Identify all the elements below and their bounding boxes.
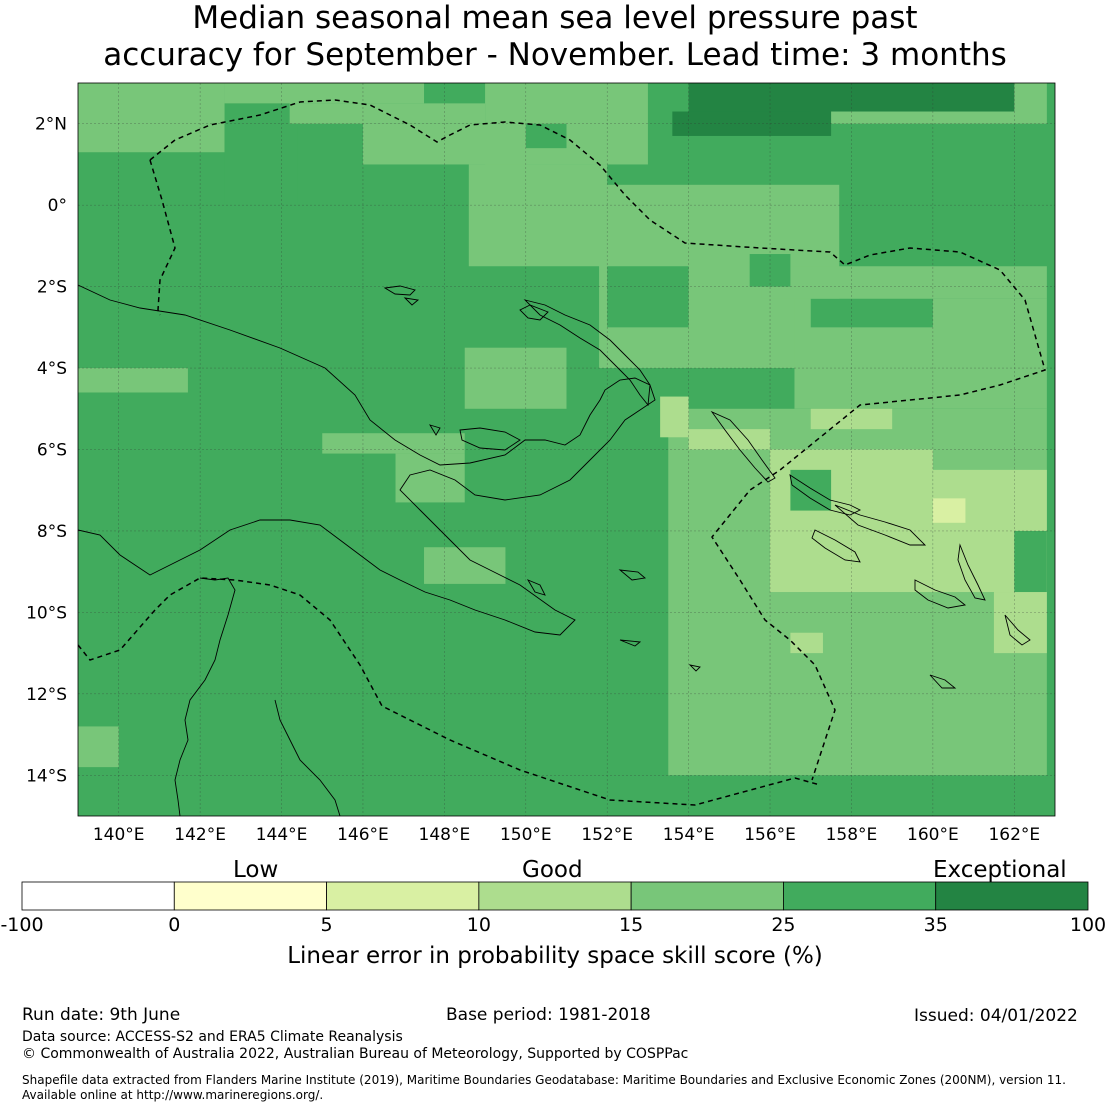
longitude-tick-label: 146°E [337,825,389,845]
eez-boundary-png-south [149,159,176,316]
latitude-tick-label: 4°S [37,359,67,379]
skill-cell-15-25 [78,726,119,768]
skill-cell-10-15 [790,632,823,654]
skill-cell-25-35 [224,123,298,206]
latitude-tick-label: 0° [48,196,67,216]
latitude-tick-label: 6°S [37,441,67,461]
skill-cell-15-25 [78,368,188,393]
skill-cell-25-35 [607,266,689,328]
map-title-line1: Median seasonal mean sea level pressure … [192,0,918,36]
solomon-islands-2 [834,504,927,546]
skill-cell-15-25 [424,547,506,584]
new-ireland-coastline [519,304,549,321]
skill-cell-10-15 [810,408,893,430]
colorbar [21,881,1089,911]
colorbar-tick-label: 35 [923,914,948,936]
skill-cell-10-15 [993,592,1047,654]
shapefile-credit-line2: Available online at http://www.marinereg… [22,1088,324,1102]
latitude-tick-label: 8°S [37,522,67,542]
map-title-line2: accuracy for September - November. Lead … [103,37,1007,73]
skill-cell-15-25 [78,83,225,153]
colorbar-tick-label: 0 [168,914,181,936]
skill-cell-15-25 [322,433,465,454]
legend-word-good: Good [522,857,583,883]
skill-cell-15-25 [761,266,1047,299]
legend-word-exceptional: Exceptional [933,857,1067,883]
data-source: Data source: ACCESS-S2 and ERA5 Climate … [22,1029,403,1045]
skill-cell-25-35 [1014,530,1047,593]
colorbar-bin [783,881,937,911]
graticule [78,83,1055,816]
longitude-tick-label: 158°E [826,825,878,845]
issued-date: Issued: 04/01/2022 [914,1006,1078,1026]
latitude-tick-label: 2°N [35,115,67,135]
longitude-tick-label: 154°E [663,825,715,845]
colorbar-tick-label: 100 [1069,914,1107,936]
shapefile-credit-line1: Shapefile data extracted from Flanders M… [22,1073,1066,1087]
map-title: Median seasonal mean sea level pressure … [0,0,1110,74]
colorbar-bin [21,881,175,911]
longitude-tick-label: 148°E [419,825,471,845]
longitude-tick-label: 156°E [744,825,796,845]
colorbar-bin [478,881,632,911]
copyright-notice: © Commonwealth of Australia 2022, Austra… [22,1046,689,1062]
new-guinea-coastline [78,284,656,636]
colorbar-bin [630,881,784,911]
bougainville-coastline [710,410,776,483]
latitude-tick-label: 10°S [26,603,67,623]
longitude-tick-label: 160°E [907,825,959,845]
latitude-tick-label: 12°S [26,685,67,705]
australia-coastline [174,577,236,816]
skill-cell-25-35 [790,469,832,511]
colorbar-tick-label: 15 [619,914,644,936]
colorbar-tick-label: 5 [320,914,333,936]
solomon-islands-1 [789,474,862,516]
longitude-tick-label: 162°E [988,825,1040,845]
solomon-islands-3 [811,529,861,563]
latitude-tick-label: 14°S [26,766,67,786]
colorbar-bin [173,881,327,911]
new-britain-coastline [523,299,651,407]
base-period: Base period: 1981-2018 [446,1005,651,1025]
skill-cell-15-25 [224,83,425,104]
legend-word-low: Low [233,857,279,883]
skill-cell-15-25 [468,164,608,267]
latitude-tick-labels: 2°N 0° 2°S 4°S 6°S 8°S 10°S 12°S 14°S [26,115,67,787]
gulf-of-carpentaria-coast [274,699,341,816]
longitude-tick-label: 150°E [500,825,552,845]
longitude-tick-label: 142°E [174,825,226,845]
colorbar-tick-label: 10 [466,914,491,936]
colorbar-bin [935,881,1089,911]
skill-cell-5-10 [932,498,966,523]
map-area [78,83,1055,816]
longitude-tick-label: 144°E [256,825,308,845]
longitude-tick-label: 140°E [93,825,145,845]
eez-boundary-coral-sea [78,577,821,806]
coastlines [78,284,1031,816]
skill-cell-15-25 [395,453,465,503]
solomon-islands-6 [1004,614,1031,646]
skill-cell-25-35 [810,298,933,328]
solomon-islands-4 [914,579,967,609]
latitude-tick-label: 2°S [37,278,67,298]
colorbar-tick-label: -100 [0,914,44,936]
eez-boundary-png [149,99,1046,781]
map-frame [77,82,1056,817]
small-islands [383,285,957,689]
bay-outline [459,427,521,451]
colorbar-bin [326,881,480,911]
eez-boundaries [78,99,1046,806]
skill-cell-10-15 [688,429,771,450]
solomon-islands-5 [957,543,986,601]
longitude-tick-label: 152°E [581,825,633,845]
longitude-tick-labels: 140°E 142°E 144°E 146°E 148°E 150°E 152°E 154°E… [93,825,1040,845]
map-figure: 140°E 142°E 144°E 146°E 148°E 150°E 152°E 154°E… [26,82,1056,845]
colorbar-tick-label: 25 [771,914,796,936]
skill-cell-25-35 [749,254,791,287]
colorbar-label: Linear error in probability space skill … [287,943,823,969]
skill-cell-10-15 [660,396,689,438]
skill-cell-15-25 [464,347,567,409]
run-date: Run date: 9th June [22,1005,181,1025]
